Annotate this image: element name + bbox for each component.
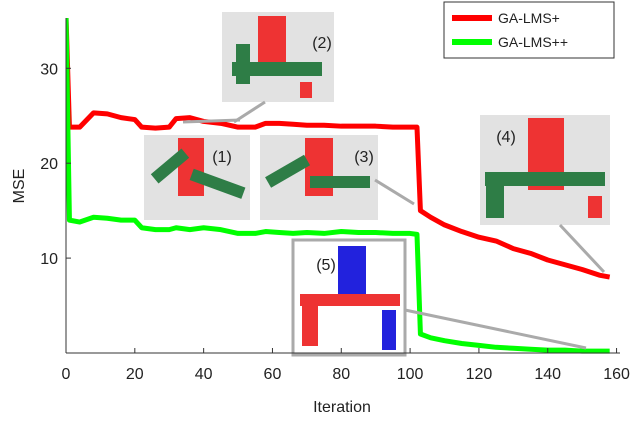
annotation: (1) xyxy=(212,149,232,166)
annotation: (3) xyxy=(354,149,374,166)
legend-label: GA-LMS+ xyxy=(498,10,560,26)
x-tick-label: 100 xyxy=(397,366,424,383)
y-axis-label: MSE xyxy=(11,169,28,204)
x-tick-label: 60 xyxy=(264,366,282,383)
x-tick-label: 20 xyxy=(126,366,144,383)
inset-image xyxy=(222,12,334,102)
annotation: (4) xyxy=(496,129,516,146)
x-tick-label: 160 xyxy=(603,366,630,383)
x-tick-label: 0 xyxy=(62,366,71,383)
annotation: (2) xyxy=(312,35,332,52)
inset-image xyxy=(293,240,405,355)
y-tick-label: 20 xyxy=(40,156,58,173)
inset-image xyxy=(144,135,250,220)
legend-label: GA-LMS++ xyxy=(498,34,568,50)
inset-image xyxy=(260,135,378,220)
x-axis-label: Iteration xyxy=(313,399,371,416)
y-tick-label: 10 xyxy=(40,251,58,268)
x-tick-label: 120 xyxy=(466,366,493,383)
x-tick-label: 40 xyxy=(195,366,213,383)
chart: (2) (1) (3) (4) (5) Iteration MSE 0 20 40 6… xyxy=(0,0,636,420)
x-tick-label: 140 xyxy=(534,366,561,383)
x-tick-label: 80 xyxy=(332,366,350,383)
y-tick-label: 30 xyxy=(40,61,58,78)
insets xyxy=(144,12,610,355)
annotation: (5) xyxy=(316,257,336,274)
